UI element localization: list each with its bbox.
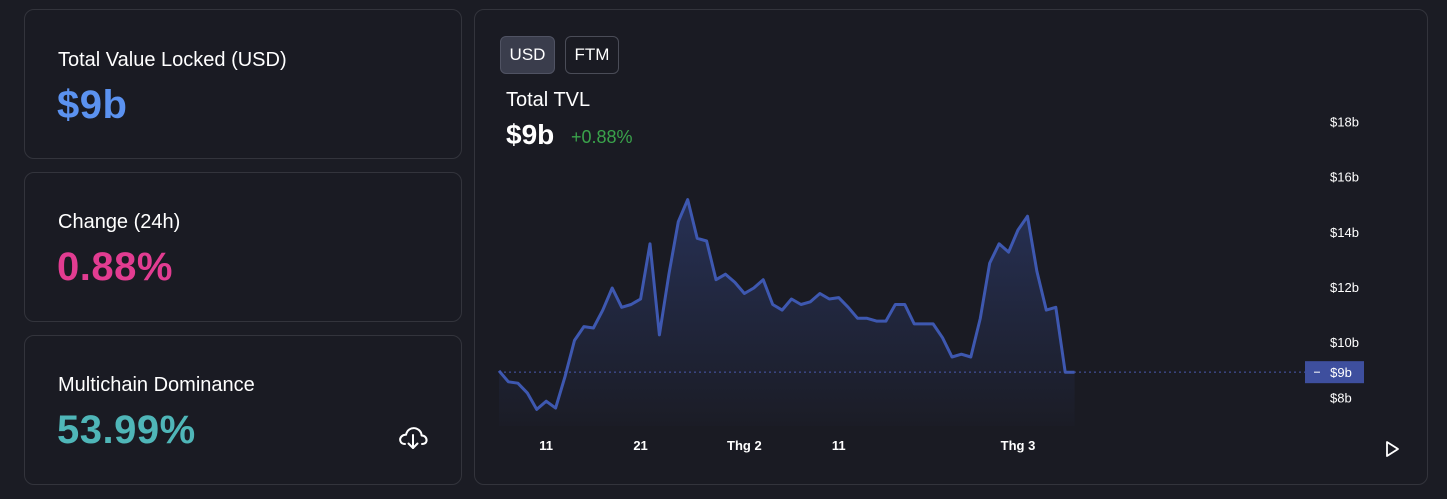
x-tick-label: Thg 2 [727, 438, 762, 453]
y-tick-label: $14b [1330, 225, 1359, 240]
y-tick-label: $12b [1330, 280, 1359, 295]
y-tick-label: $10b [1330, 335, 1359, 350]
chart-change: +0.88% [571, 127, 633, 147]
change-label: Change (24h) [58, 211, 181, 233]
current-value-marker [1305, 361, 1364, 384]
x-tick-label: 11 [832, 438, 846, 453]
y-tick-label: $16b [1330, 170, 1359, 185]
tvl-series-line [497, 198, 1075, 411]
ftm-toggle-button[interactable]: FTM [565, 36, 619, 74]
change-value: 0.88% [57, 245, 173, 289]
dominance-value: 53.99% [57, 408, 196, 452]
change-card: Change (24h) 0.88% [24, 172, 462, 322]
play-icon[interactable] [1381, 438, 1403, 460]
tvl-value: $9b [57, 83, 128, 127]
tvl-card: Total Value Locked (USD) $9b [24, 9, 462, 159]
dominance-card: Multichain Dominance 53.99% [24, 335, 462, 485]
y-tick-label: $8b [1330, 390, 1352, 405]
chart-current-value: $9b [506, 119, 555, 150]
dominance-label: Multichain Dominance [58, 374, 255, 396]
cloud-download-icon[interactable] [396, 420, 430, 454]
chart-panel: USD FTM Total TVL $9b +0.88% $9b $18b $16b… [474, 9, 1428, 485]
x-tick-label: 11 [539, 438, 553, 453]
x-tick-label: Thg 3 [1001, 438, 1036, 453]
tvl-label: Total Value Locked (USD) [58, 49, 287, 71]
tvl-chart[interactable]: $9b $18b $16b $14b $12b $10b $8b 11 21 Thg 2 11 Thg… [475, 10, 1427, 484]
y-tick-label: $18b [1330, 114, 1359, 129]
current-value-label: $9b [1330, 365, 1352, 380]
tvl-area-fill [499, 199, 1075, 426]
usd-toggle-button[interactable]: USD [500, 36, 555, 74]
chart-title: Total TVL [506, 89, 591, 111]
x-tick-label: 21 [633, 438, 647, 453]
